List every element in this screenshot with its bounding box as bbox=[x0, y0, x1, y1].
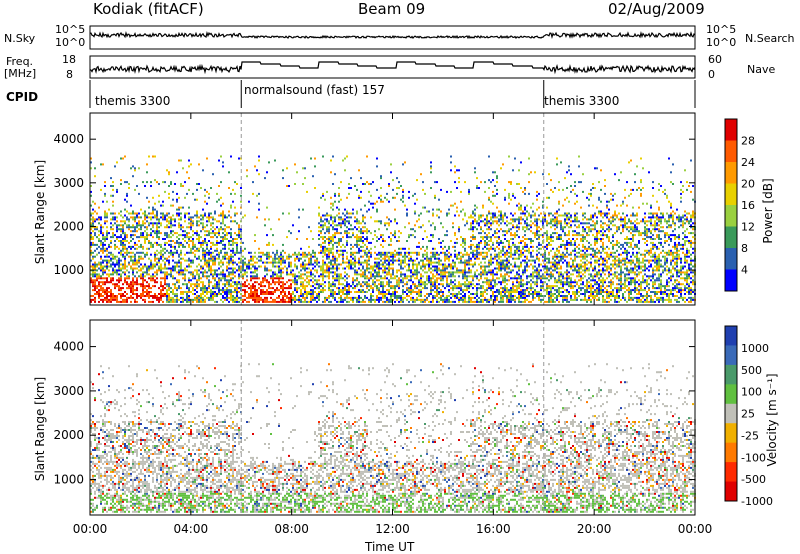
freq-axis-top: 18 bbox=[62, 53, 76, 66]
noise-axis-bottom: 10^0 bbox=[55, 36, 86, 49]
nsky-label: N.Sky bbox=[4, 32, 36, 45]
y-tick-label: 4000 bbox=[53, 132, 84, 146]
colorbar-segment bbox=[725, 345, 737, 366]
cpid-segment-label: themis 3300 bbox=[544, 94, 620, 108]
colorbar-tick-label: 1000 bbox=[741, 342, 769, 355]
noise-axis-top: 10^5 bbox=[55, 23, 86, 36]
colorbar-tick-label: 28 bbox=[741, 135, 755, 148]
cpid-segment-label: normalsound (fast) 157 bbox=[244, 83, 385, 97]
velocity-heatmap-cells bbox=[90, 363, 696, 513]
cpid-label: CPID bbox=[6, 90, 39, 104]
date-title: 02/Aug/2009 bbox=[608, 0, 705, 18]
station-title: Kodiak (fitACF) bbox=[93, 0, 204, 18]
colorbar-tick-label: -1000 bbox=[741, 495, 773, 508]
freq-trace bbox=[89, 61, 696, 75]
colorbar-frame bbox=[724, 325, 738, 502]
colorbar-tick-label: 25 bbox=[741, 408, 755, 421]
colorbar-tick-label: -100 bbox=[741, 451, 766, 464]
y-tick-label: 1000 bbox=[53, 263, 84, 277]
nave-axis-top: 60 bbox=[708, 53, 722, 66]
freq-label: Freq. bbox=[6, 55, 34, 68]
colorbar-tick-label: 8 bbox=[741, 242, 748, 255]
colorbar-segment bbox=[725, 403, 737, 424]
x-tick-label: 12:00 bbox=[375, 522, 410, 536]
colorbar-segment bbox=[725, 364, 737, 385]
colorbar-segment bbox=[725, 248, 737, 270]
x-tick-label: 20:00 bbox=[577, 522, 612, 536]
y-tick-label: 3000 bbox=[53, 176, 84, 190]
freq-axis-bottom: 8 bbox=[66, 68, 73, 81]
y-tick-label: 2000 bbox=[53, 428, 84, 442]
colorbar-segment bbox=[725, 384, 737, 405]
colorbar-segment bbox=[725, 183, 737, 206]
nave-label: Nave bbox=[747, 63, 776, 76]
colorbar-tick-label: 500 bbox=[741, 364, 762, 377]
colorbar-frame bbox=[724, 118, 738, 292]
colorbar-segment bbox=[725, 140, 737, 163]
colorbar-segment bbox=[725, 423, 737, 444]
colorbar-segment bbox=[725, 462, 737, 483]
colorbar-tick-label: 12 bbox=[741, 221, 755, 234]
x-axis-title: Time UT bbox=[365, 540, 415, 554]
noise-axis-right-top: 10^5 bbox=[706, 23, 737, 36]
y-tick-label: 4000 bbox=[53, 340, 84, 354]
y-tick-label: 3000 bbox=[53, 384, 84, 398]
colorbar-tick-label: 16 bbox=[741, 199, 755, 212]
colorbar-segment bbox=[725, 162, 737, 184]
beam-title: Beam 09 bbox=[358, 0, 426, 18]
noise-trace bbox=[90, 31, 696, 40]
noise-axis-right-bottom: 10^0 bbox=[706, 36, 737, 49]
colorbar-tick-label: 100 bbox=[741, 386, 762, 399]
colorbar-segment bbox=[725, 205, 737, 227]
x-tick-label: 08:00 bbox=[274, 522, 309, 536]
y-tick-label: 1000 bbox=[53, 473, 84, 487]
power-heatmap-cells bbox=[90, 155, 696, 303]
colorbar-tick-label: -25 bbox=[741, 429, 759, 442]
colorbar-tick-label: -500 bbox=[741, 473, 766, 486]
x-tick-label: 00:00 bbox=[678, 522, 713, 536]
colorbar-tick-label: 4 bbox=[741, 264, 748, 277]
cpid-segment-label: themis 3300 bbox=[95, 94, 171, 108]
freq-panel bbox=[89, 55, 696, 79]
nsearch-label: N.Search bbox=[745, 32, 795, 45]
colorbar-tick-label: 24 bbox=[741, 156, 755, 169]
colorbar-segment bbox=[725, 269, 737, 292]
colorbar-segment bbox=[725, 442, 737, 463]
y-tick-label: 2000 bbox=[53, 219, 84, 233]
x-tick-label: 16:00 bbox=[476, 522, 511, 536]
nave-axis-bottom: 0 bbox=[708, 68, 715, 81]
x-tick-label: 04:00 bbox=[174, 522, 209, 536]
freq-unit-label: [MHz] bbox=[4, 67, 37, 80]
colorbar-segment bbox=[725, 119, 737, 141]
colorbar-segment bbox=[725, 481, 737, 502]
heatmap-background bbox=[90, 113, 695, 305]
colorbar-segment bbox=[725, 226, 737, 249]
colorbar-segment bbox=[725, 326, 737, 346]
x-tick-label: 00:00 bbox=[73, 522, 108, 536]
colorbar-tick-label: 20 bbox=[741, 178, 755, 191]
